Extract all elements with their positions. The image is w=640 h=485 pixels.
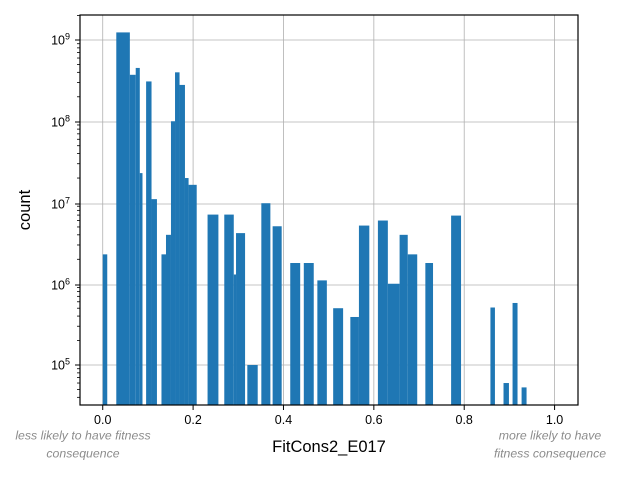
svg-text:fitness consequence: fitness consequence [494,447,606,461]
svg-text:0.6: 0.6 [365,413,382,427]
svg-text:109: 109 [51,32,70,48]
svg-text:0.4: 0.4 [275,413,292,427]
svg-text:1.0: 1.0 [546,413,563,427]
svg-text:106: 106 [51,277,70,293]
svg-text:consequence: consequence [46,447,119,461]
svg-text:105: 105 [51,357,70,373]
svg-text:less likely to have fitness: less likely to have fitness [15,429,150,443]
svg-text:108: 108 [51,114,70,130]
svg-text:FitCons2_E017: FitCons2_E017 [272,438,386,456]
svg-text:0.8: 0.8 [456,413,473,427]
svg-text:107: 107 [51,196,70,212]
svg-text:more likely to have: more likely to have [499,429,602,443]
svg-text:0.2: 0.2 [184,413,201,427]
svg-text:0.0: 0.0 [94,413,111,427]
svg-text:count: count [16,189,34,230]
